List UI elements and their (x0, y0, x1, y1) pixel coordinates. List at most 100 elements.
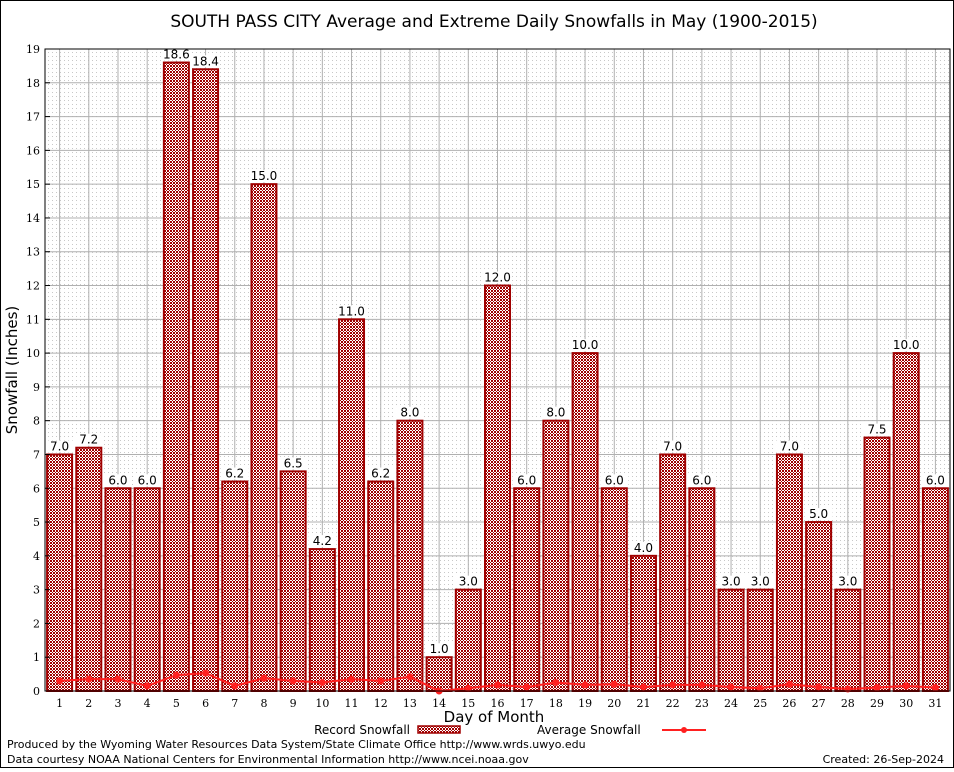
x-tick-label: 12 (374, 697, 388, 710)
average-point (815, 683, 823, 691)
record-data-label: 3.0 (459, 575, 478, 589)
legend-average-label: Average Snowfall (537, 723, 641, 737)
footer-courtesy: Data courtesy NOAA National Centers for … (7, 753, 529, 766)
record-data-label: 6.0 (138, 473, 157, 487)
average-point (931, 684, 939, 692)
record-data-label: 6.5 (284, 456, 303, 470)
record-bar (892, 352, 920, 692)
y-tick-label: 15 (26, 178, 40, 191)
data-label-bg (571, 339, 600, 352)
average-point (669, 681, 677, 689)
data-label-bg (746, 575, 775, 588)
y-tick-label: 1 (33, 651, 40, 664)
average-point (260, 674, 268, 682)
y-tick-label: 17 (26, 111, 40, 124)
y-tick-label: 2 (33, 617, 40, 630)
data-label-bg (366, 467, 395, 480)
y-tick-label: 9 (33, 381, 40, 394)
record-bar (279, 470, 307, 692)
data-label-bg (600, 474, 629, 487)
data-label-bg (191, 55, 220, 68)
record-data-label: 10.0 (572, 338, 599, 352)
data-label-bg (279, 457, 308, 470)
record-data-label: 18.6 (163, 48, 190, 62)
record-data-label: 3.0 (751, 575, 770, 589)
average-point (56, 677, 64, 685)
record-data-label: 6.0 (108, 473, 127, 487)
data-label-bg (833, 575, 862, 588)
x-tick-label: 25 (753, 697, 767, 710)
record-bar (600, 487, 628, 692)
y-tick-label: 0 (33, 685, 40, 698)
x-tick-label: 14 (432, 697, 446, 710)
y-tick-label: 8 (33, 415, 40, 428)
record-bar (571, 352, 599, 692)
x-tick-label: 8 (260, 697, 267, 710)
average-point (523, 683, 531, 691)
data-label-bg (308, 535, 337, 548)
average-point (114, 675, 122, 683)
average-point (727, 683, 735, 691)
data-label-bg (658, 440, 687, 453)
data-label-bg (162, 48, 191, 61)
x-tick-label: 24 (724, 697, 738, 710)
footer-produced: Produced by the Wyoming Water Resources … (7, 738, 586, 751)
record-data-label: 6.2 (371, 467, 390, 481)
y-axis-label: Snowfall (Inches) (3, 306, 21, 434)
data-label-bg (249, 170, 278, 183)
record-bar (75, 446, 103, 692)
x-tick-label: 2 (85, 697, 92, 710)
record-data-label: 7.2 (79, 433, 98, 447)
y-tick-label: 4 (33, 550, 40, 563)
x-tick-label: 11 (345, 697, 359, 710)
x-tick-label: 31 (928, 697, 942, 710)
x-tick-label: 30 (899, 697, 913, 710)
data-label-bg (337, 305, 366, 318)
record-data-label: 15.0 (251, 169, 278, 183)
legend-record-label: Record Snowfall (314, 723, 410, 737)
data-label-bg (133, 474, 162, 487)
record-data-label: 6.0 (605, 473, 624, 487)
average-point (610, 680, 618, 688)
x-tick-label: 28 (841, 697, 855, 710)
x-tick-label: 10 (315, 697, 329, 710)
y-tick-label: 3 (33, 584, 40, 597)
record-data-label: 11.0 (338, 304, 365, 318)
record-bar (484, 284, 511, 692)
average-point (85, 675, 93, 683)
x-tick-label: 22 (666, 697, 680, 710)
record-data-label: 6.2 (225, 467, 244, 481)
x-tick-label: 3 (114, 697, 121, 710)
record-bar (250, 183, 278, 692)
record-bar (863, 436, 891, 692)
data-label-bg (863, 423, 892, 436)
data-label-bg (629, 541, 658, 554)
record-bar (629, 554, 657, 692)
y-tick-label: 16 (26, 144, 40, 157)
footer-created: Created: 26-Sep-2024 (823, 753, 944, 766)
average-point (494, 681, 501, 689)
data-label-bg (804, 508, 833, 521)
record-bar (805, 521, 833, 692)
record-bar (46, 453, 74, 693)
record-data-label: 6.0 (692, 473, 711, 487)
record-bar (921, 487, 949, 692)
record-data-label: 8.0 (546, 406, 565, 420)
record-data-label: 10.0 (893, 338, 920, 352)
record-bar (367, 480, 395, 692)
record-data-label: 6.0 (517, 473, 536, 487)
record-data-label: 5.0 (809, 507, 828, 521)
average-point (639, 683, 647, 691)
data-label-bg (892, 339, 921, 352)
x-tick-label: 7 (231, 697, 238, 710)
y-tick-label: 18 (26, 77, 40, 90)
y-tick-label: 11 (26, 313, 40, 326)
record-bar (513, 487, 541, 692)
average-point (348, 675, 356, 683)
data-label-bg (687, 474, 716, 487)
legend: Record Snowfall Average Snowfall (314, 723, 706, 737)
y-tick-label: 5 (33, 516, 40, 529)
data-label-bg (395, 406, 424, 419)
